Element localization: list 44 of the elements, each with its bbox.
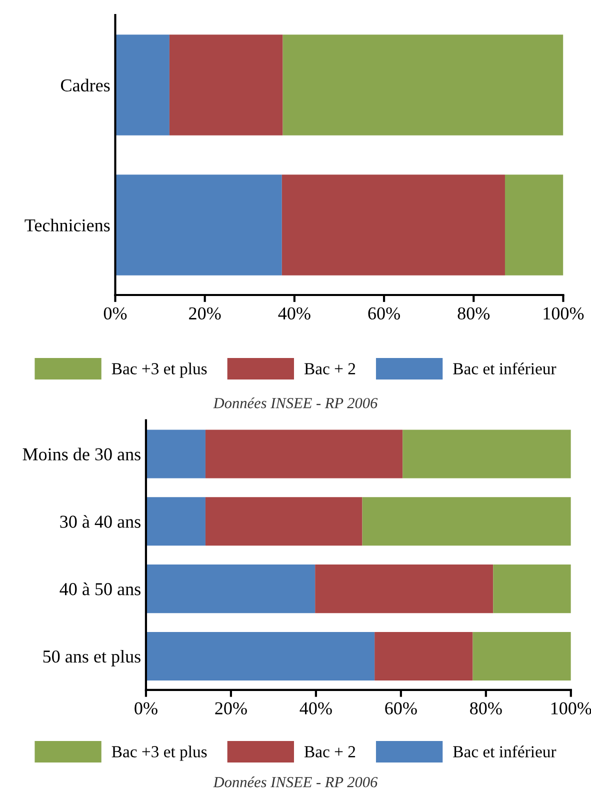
- bar: [282, 174, 505, 276]
- y-tick-label: 40 à 50 ans: [60, 582, 140, 596]
- x-tick-label: 20%: [215, 702, 247, 714]
- bar: [205, 497, 362, 546]
- y-tick-label: Moins de 30 ans: [22, 448, 140, 460]
- x-tick-label: 60%: [368, 307, 400, 320]
- x-tick-label: 80%: [458, 307, 490, 320]
- x-tick-label: 60%: [385, 702, 417, 714]
- x-tick-label: 80%: [470, 702, 502, 714]
- x-tick-label: 100%: [551, 702, 591, 714]
- legend-label: Bac +3 et plus: [112, 362, 207, 378]
- bar: [115, 174, 282, 276]
- y-tick-label: 50 ans et plus: [43, 650, 140, 666]
- legend-label: Bac et inférieur: [453, 362, 556, 374]
- bar: [472, 632, 571, 680]
- text: Données INSEE - RP 2006: [213, 397, 378, 408]
- bar: [146, 632, 375, 680]
- bar: [402, 430, 571, 478]
- x-tick-label: 0%: [134, 702, 158, 714]
- bar: [362, 497, 571, 546]
- bar: [146, 430, 206, 478]
- bar: [374, 632, 473, 680]
- bar: [282, 34, 564, 136]
- legend-label: Bac et inférieur: [453, 745, 556, 758]
- bar: [115, 34, 170, 136]
- x-tick-label: 0%: [104, 307, 127, 320]
- x-tick-label: 20%: [189, 307, 221, 320]
- bar: [493, 564, 571, 614]
- y-tick-label: 30 à 40 ans: [60, 515, 140, 528]
- bar: [205, 430, 403, 478]
- legend-label: Bac + 2: [304, 746, 356, 758]
- y-tick-label: Cadres: [60, 78, 110, 92]
- legend-label: Bac +3 et plus: [112, 746, 207, 761]
- text: Données INSEE - RP 2006: [213, 776, 378, 788]
- x-tick-label: 40%: [300, 702, 332, 714]
- bar: [146, 564, 316, 614]
- bar: [315, 564, 494, 614]
- x-tick-label: 40%: [278, 307, 310, 320]
- bar: [146, 497, 206, 546]
- bar: [169, 34, 283, 136]
- x-tick-label: 100%: [544, 307, 584, 320]
- legend-label: Bac + 2: [304, 363, 356, 374]
- y-tick-label: Techniciens: [24, 218, 110, 232]
- bar: [504, 174, 564, 276]
